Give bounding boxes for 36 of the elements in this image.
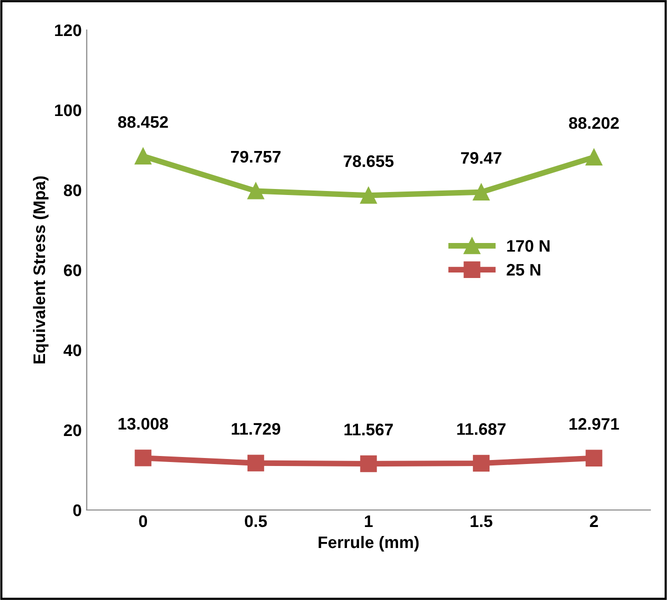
x-tick-label: 1.5 [470,515,492,528]
data-label: 78.655 [344,155,394,168]
point [586,450,602,466]
x-axis-title: Ferrule (mm) [318,536,419,552]
data-label: 79.47 [461,152,502,164]
x-tick-label: 0.5 [244,515,267,528]
x-tick-label: 1 [364,515,373,527]
y-tick-label: 0 [73,504,82,516]
legend-label: 25 N [506,264,540,276]
point [247,454,264,472]
y-tick-label: 100 [55,104,82,116]
y-tick-label: 80 [64,184,82,196]
point [472,184,490,200]
data-label: 13.008 [118,418,168,430]
data-label: 88.202 [569,117,619,129]
y-tick-label: 40 [64,344,82,356]
data-label: 11.729 [232,422,280,435]
point [134,450,152,466]
data-label: 11.567 [344,424,393,436]
y-tick-label: 60 [64,264,82,276]
point [360,187,377,204]
y-tick-label: 120 [55,24,82,36]
x-tick-label: 2 [590,515,598,527]
data-label: 79.757 [231,150,281,163]
data-label: 88.452 [118,116,168,128]
y-tick-label: 20 [64,424,82,436]
x-tick-label: 0 [139,515,148,528]
data-label: 12.971 [570,418,619,430]
point [472,454,490,472]
point [360,455,377,472]
data-label: 11.687 [457,423,506,435]
y-axis-title: Equivalent Stress (Mpa) [32,176,48,364]
point [247,182,264,200]
point [134,148,152,165]
legend-label: 170 N [507,240,550,252]
point [586,148,602,166]
